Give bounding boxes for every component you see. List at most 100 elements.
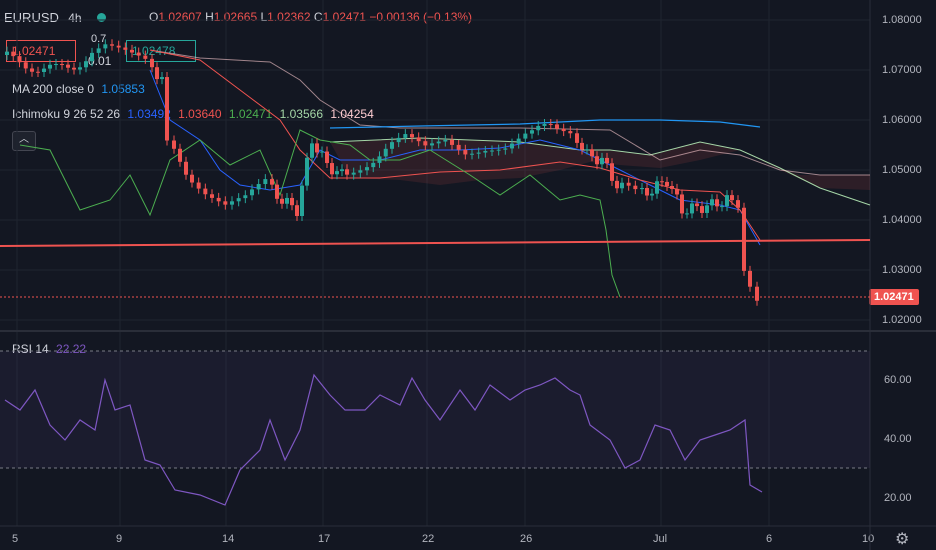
candle-body [371,162,376,168]
sell-price: 1.02471 [12,44,56,58]
candle-body [243,195,248,199]
candle-body [84,61,88,68]
candle-body [196,182,201,189]
candle-body [645,188,649,196]
candle-body [30,68,34,72]
candle-body [416,137,421,142]
collapse-icon[interactable]: ︿ [12,131,36,151]
price-tick: 1.07000 [882,64,922,76]
sell-button[interactable]: 1.02471 [6,40,76,62]
settings-icon[interactable]: ⚙ [895,531,910,548]
candle-body [11,51,16,57]
candle-body [476,152,481,154]
candle-body [430,143,434,146]
candle-body [503,148,508,150]
tenkan-line [149,69,761,246]
candle-body [295,205,299,216]
candle-body [736,200,740,208]
candle-body [285,197,289,204]
candle-body [78,67,82,70]
candle-body [315,143,319,153]
candle-body [685,213,689,215]
rsi-tick: 40.00 [884,433,912,445]
rsi-band [0,351,870,468]
symbol-name[interactable]: EURUSD [4,10,59,25]
candle-body [530,130,534,134]
candle-body [66,64,70,68]
candle-body [330,163,334,175]
spread-top: 0.7 [91,33,107,45]
candle-body [655,181,659,194]
candle-body [695,203,699,207]
candle-body [615,180,619,189]
time-tick: 10 [862,533,875,545]
candle-body [496,149,501,151]
candle-body [150,58,154,68]
rsi-tick: 60.00 [884,374,912,386]
candle-body [17,56,22,63]
candle-body [130,49,134,53]
candle-body [725,195,729,207]
ichimoku-value-1: 1.03492 [127,107,171,121]
candle-body [305,157,309,186]
ichimoku-value-5: 1.04254 [330,107,374,121]
rsi-legend[interactable]: RSI 14 22.22 [12,342,87,356]
candle-body [561,128,566,132]
candle-body [742,207,746,271]
candle-body [300,185,304,216]
rsi-tick: 20.00 [884,492,912,504]
candle-body [190,174,194,183]
ichimoku-value-3: 1.02471 [228,107,273,121]
candle-body [325,151,329,164]
candle-body [600,157,604,165]
candle-body [510,143,514,149]
kijun-line [149,49,761,241]
circle-dot-icon [96,13,106,22]
candle-body [463,149,468,155]
candle-body [536,125,541,131]
time-tick: 17 [318,533,331,545]
candle-body [516,138,521,144]
candle-body [236,198,241,202]
candle-body [590,149,594,157]
ichimoku-value-2: 1.03640 [178,107,222,121]
candle-body [755,286,759,301]
timeframe[interactable]: 4h [68,11,82,25]
candle-body [358,170,363,173]
time-tick: 22 [422,533,435,545]
candle-body [390,142,394,149]
candle-body [60,64,64,66]
candle-body [263,179,268,185]
candle-body [585,149,589,151]
last-price-badge: 1.02471 [869,289,919,305]
candle-body [123,47,128,50]
candle-body [340,169,344,172]
candle-body [640,188,644,190]
candle-body [256,184,261,190]
candle-body [720,206,724,208]
candle-body [351,172,356,175]
price-tick: 1.08000 [882,14,922,26]
time-tick: 14 [222,533,235,545]
ichimoku-legend[interactable]: Ichimoku 9 26 52 26 1.03492 1.03640 1.02… [12,107,374,121]
candle-body [203,188,208,195]
candle-body [396,137,401,143]
candle-body [626,182,631,186]
price-tick: 1.04000 [882,214,922,226]
candle-body [290,197,294,206]
candle-body [178,148,182,162]
candle-body [470,153,474,155]
senkou-b [149,49,870,176]
candle-body [660,181,664,183]
ma-legend[interactable]: MA 200 close 0 1.05853 [12,82,145,96]
candle-body [36,71,40,73]
candle-body [23,62,28,69]
symbol-header[interactable]: EURUSD 4h [4,10,116,25]
candle-body [143,55,148,59]
candle-body [275,184,279,199]
candle-body [650,193,654,196]
candle-body [155,67,159,80]
candle-body [665,181,669,186]
candle-body [335,171,339,175]
